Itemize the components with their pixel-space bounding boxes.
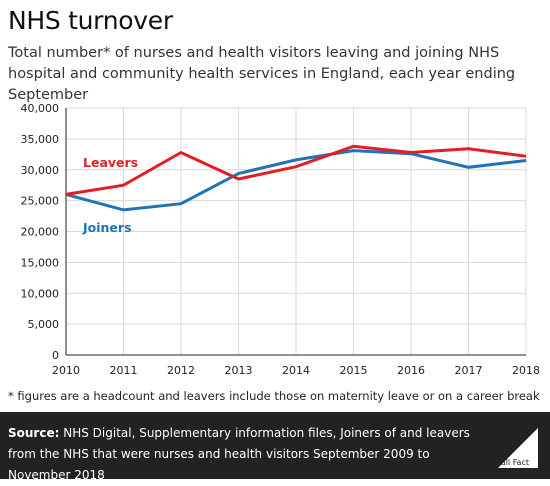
series-label-joiners: Joiners [82,220,132,235]
x-tick-label: 2014 [282,364,310,377]
x-tick-label: 2016 [397,364,425,377]
y-tick-label: 30,000 [21,164,60,177]
y-tick-label: 25,000 [21,195,60,208]
series-line-leavers [65,144,527,196]
chart-subtitle: Total number* of nurses and health visit… [8,45,516,103]
source-text: Source: NHS Digital, Supplementary infor… [8,423,488,486]
y-tick-label: 5,000 [28,318,60,331]
y-tick-label: 10,000 [21,287,60,300]
x-tick-label: 2012 [167,364,195,377]
source-footer: Source: NHS Digital, Supplementary infor… [0,412,550,482]
x-tick-label: 2015 [340,364,368,377]
x-tick-label: 2018 [512,364,540,377]
series-line-joiners [65,149,527,212]
line-chart: 0 5,000 10,000 15,000 20,000 25,000 30,000 35,0… [21,102,541,377]
x-tick-label: 2011 [110,364,138,377]
y-tick-label: 20,000 [21,226,60,239]
source-label: Source: [8,426,60,440]
series-label-leavers: Leavers [83,155,138,170]
x-tick-label: 2010 [52,364,80,377]
footnote: * figures are a headcount and leavers in… [8,389,540,403]
source-description: NHS Digital, Supplementary information f… [8,426,470,482]
x-tick-label: 2013 [225,364,253,377]
y-tick-label: 35,000 [21,133,60,146]
y-tick-label: 15,000 [21,256,60,269]
full-fact-logo-icon: Full Fact [496,428,538,468]
y-tick-label: 0 [52,349,59,362]
chart-title: NHS turnover [8,6,173,35]
x-tick-label: 2017 [455,364,483,377]
logo-text: Full Fact [496,458,529,467]
y-tick-label: 40,000 [21,102,60,115]
